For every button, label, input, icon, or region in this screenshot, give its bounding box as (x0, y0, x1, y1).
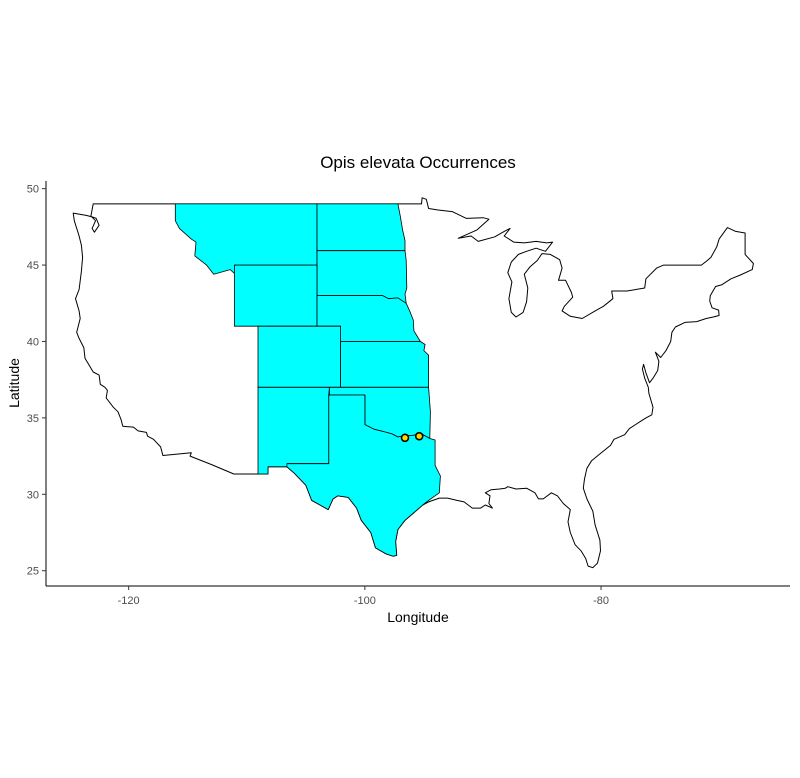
y-axis-ticks: 25 30 35 40 45 50 (27, 184, 46, 578)
region-colorado (257, 325, 341, 388)
x-axis-label: Longitude (387, 609, 449, 625)
x-tick-label: -120 (118, 595, 140, 607)
y-tick-label: 35 (27, 413, 39, 425)
region-texas (286, 394, 441, 557)
chart-title: Opis elevata Occurrences (320, 153, 516, 172)
occurrence-point-2 (414, 431, 424, 441)
highlighted-regions (174, 203, 441, 557)
y-tick-label: 50 (27, 184, 39, 196)
x-tick-label: -100 (354, 595, 376, 607)
region-new-mexico (257, 386, 330, 475)
y-tick-label: 40 (27, 336, 39, 348)
region-wyoming (234, 264, 318, 327)
occurrence-points (400, 431, 424, 443)
y-axis-label: Latitude (6, 358, 22, 408)
y-tick-label: 30 (27, 489, 39, 501)
x-tick-label: -80 (593, 595, 609, 607)
y-tick-label: 45 (27, 260, 39, 272)
x-axis-ticks: -120 -100 -80 (118, 586, 609, 607)
y-tick-label: 25 (27, 566, 39, 578)
region-north-dakota (316, 203, 406, 252)
region-kansas (340, 341, 429, 388)
occurrence-point-1 (400, 433, 410, 443)
plot-area (72, 197, 754, 569)
